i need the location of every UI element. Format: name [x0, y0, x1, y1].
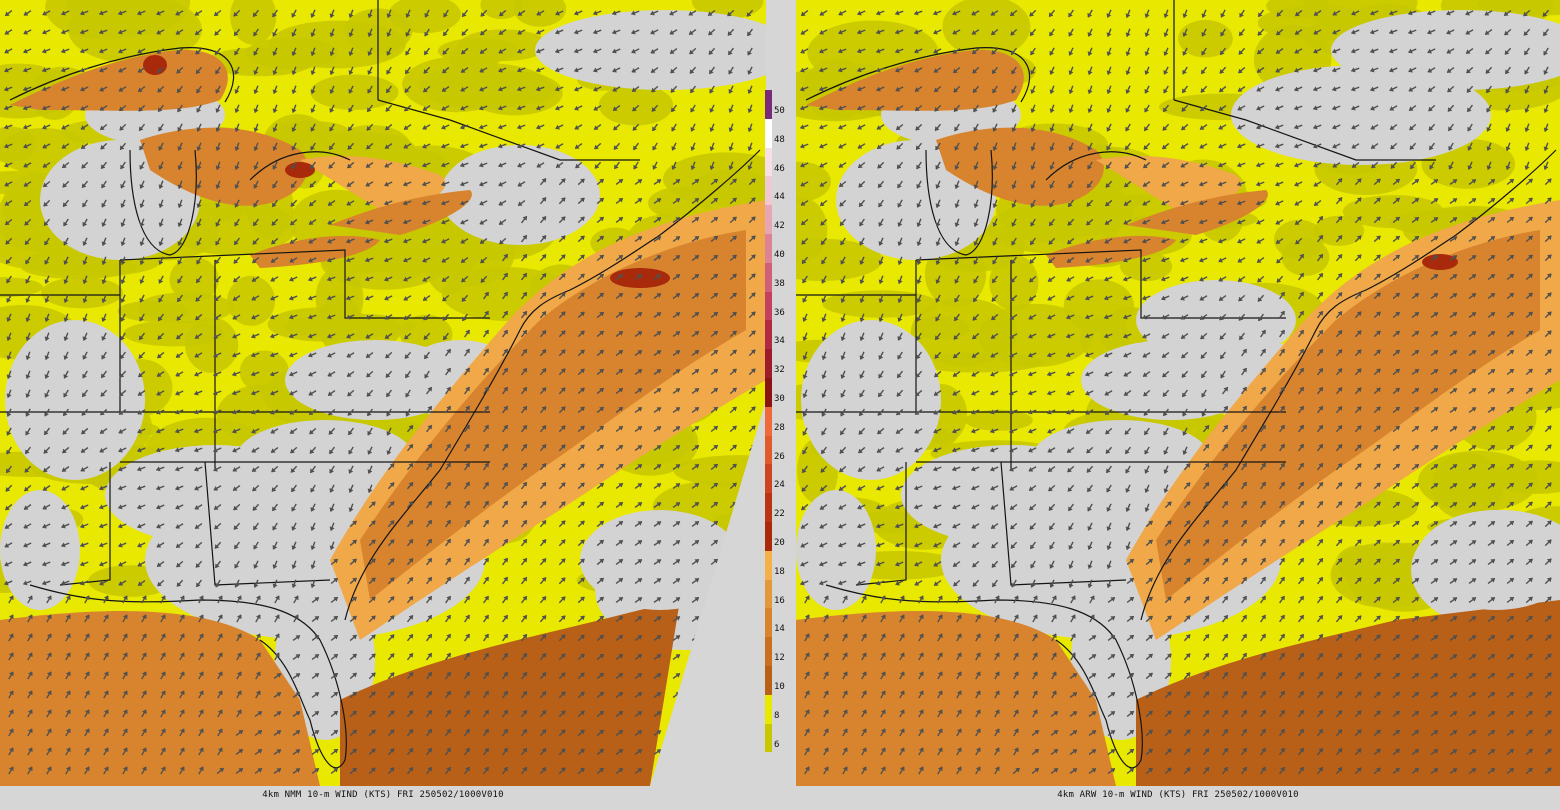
- lake-shore: [9, 47, 235, 103]
- colorbar-swatch: [765, 147, 772, 177]
- colorbar-swatch: [765, 234, 772, 263]
- colorbar-tick-label: 26: [774, 451, 785, 462]
- colorbar-swatch: [765, 464, 772, 494]
- colorbar-swatch: [765, 493, 772, 522]
- state-border: [204, 461, 331, 586]
- colorbar-tick-label: 32: [774, 365, 785, 376]
- state-border: [59, 462, 111, 586]
- jet-max-area: [1422, 254, 1458, 270]
- colorbar-swatch: [765, 349, 772, 378]
- colorbar-swatch: [765, 723, 772, 753]
- colorbar-tick-label: 6: [774, 739, 780, 750]
- colorbar-swatch: [765, 579, 772, 609]
- colorbar-swatch: [765, 205, 772, 234]
- political-borders: [796, 0, 1557, 769]
- colorbar-tick-label: 34: [774, 336, 785, 347]
- colorbar-tick-label: 50: [774, 106, 785, 116]
- colorbar-swatch: [765, 90, 772, 119]
- state-border: [855, 462, 907, 586]
- coastline: [1140, 149, 1557, 621]
- colorbar-tick-label: 28: [774, 422, 785, 433]
- jet-max-area: [610, 268, 670, 288]
- country-border: [1173, 99, 1436, 161]
- colorbar-swatch: [765, 666, 772, 695]
- colorbar-swatch: [765, 262, 772, 292]
- wind-arrows: [799, 9, 1552, 775]
- colorbar-swatch: [765, 550, 772, 580]
- colorbar-swatch: [765, 176, 772, 206]
- colorbar-tick-label: 40: [774, 250, 785, 260]
- colorbar-swatch: [765, 694, 772, 724]
- panel-caption-nmm: 4km NMM 10-m WIND (KTS) FRI 250502/1000V…: [262, 790, 504, 800]
- atlantic-jet: [1126, 200, 1560, 640]
- colorbar-swatch: [765, 522, 772, 551]
- wind-speed-colorbar: 50 48 46 44 42 40 38 36 34 32 30 28 26 24 22 20 18 16 14 12…: [764, 90, 796, 753]
- colorbar-tick-label: 24: [774, 480, 785, 491]
- colorbar-swatch: [765, 608, 772, 638]
- colorbar-tick-label: 10: [774, 682, 785, 692]
- colorbar-tick-label: 12: [774, 653, 785, 664]
- wind-field-nmm: [0, 0, 766, 786]
- coastline: [29, 584, 347, 769]
- colorbar-tick-label: 30: [774, 394, 785, 404]
- wind-field-arw: [796, 0, 1560, 786]
- lake-shore: [925, 149, 993, 256]
- panel-caption-arw: 4km ARW 10-m WIND (KTS) FRI 250502/1000V…: [1057, 790, 1299, 800]
- colorbar-tick-label: 16: [774, 595, 785, 606]
- coastline: [825, 584, 1143, 769]
- colorbar-tick-label: 22: [774, 509, 785, 520]
- colorbar-tick-label: 36: [774, 307, 785, 318]
- colorbar-swatch: [765, 378, 772, 407]
- lake-shore: [129, 149, 197, 256]
- colorbar-swatch: [765, 406, 772, 436]
- colorbar-swatch: [765, 118, 772, 148]
- wind-arrows: [3, 9, 756, 775]
- colorbar-tick-label: 8: [774, 710, 780, 721]
- state-border: [915, 249, 1286, 319]
- state-border: [119, 249, 490, 319]
- colorbar-swatch: [765, 637, 772, 666]
- atlantic-jet: [330, 200, 766, 640]
- colorbar-tick-label: 20: [774, 538, 785, 548]
- map-panel-nmm: 4km NMM 10-m WIND (KTS) FRI 250502/1000V…: [0, 0, 766, 810]
- map-panel-arw: 4km ARW 10-m WIND (KTS) FRI 250502/1000V…: [796, 0, 1560, 810]
- lake-shore: [249, 151, 351, 181]
- colorbar-swatch: [765, 291, 772, 321]
- country-border: [377, 99, 640, 161]
- colorbar-tick-label: 18: [774, 566, 785, 577]
- colorbar-tick-label: 48: [774, 134, 785, 145]
- colorbar-swatch: [765, 320, 772, 350]
- colorbar-tick-label: 42: [774, 221, 785, 232]
- colorbar-tick-label: 14: [774, 624, 785, 635]
- colorbar-tick-label: 46: [774, 163, 785, 174]
- calm-ocean-area: [1416, 510, 1560, 610]
- out-of-domain-area: [650, 400, 766, 786]
- colorbar-tick-label: 38: [774, 278, 785, 289]
- state-border: [1000, 461, 1127, 586]
- colorbar-swatch: [765, 435, 772, 465]
- lake-shore: [805, 47, 1031, 103]
- wind-map-arw: [796, 0, 1560, 786]
- wind-map-nmm: [0, 0, 766, 786]
- colorbar-tick-label: 44: [774, 192, 785, 203]
- coastline: [344, 149, 761, 621]
- lake-shore: [1045, 151, 1147, 181]
